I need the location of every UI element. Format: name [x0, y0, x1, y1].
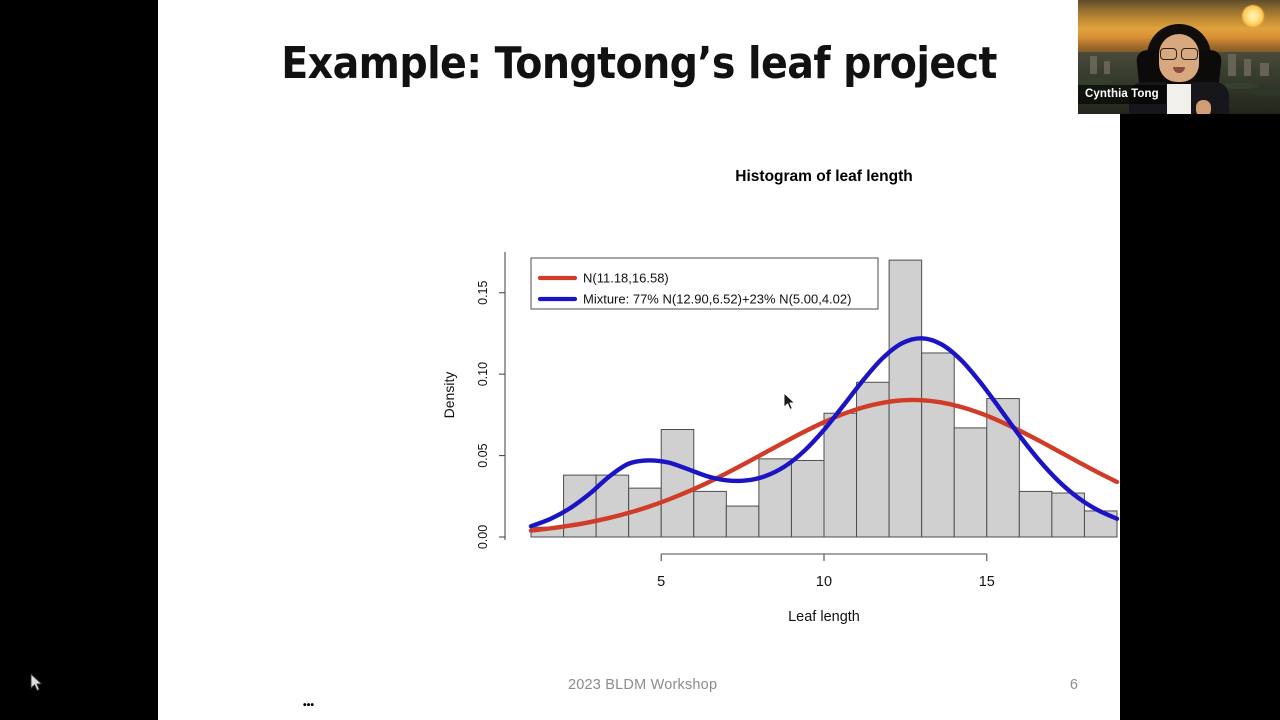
chart-axes: 0.00 0.05 0.10 0.15 5 10 15: [476, 252, 995, 590]
webcam-participant-video: [1119, 24, 1239, 114]
histogram-bar: [790, 459, 825, 538]
y-axis-tick-label: 0.05: [476, 443, 490, 467]
chart-legend: N(11.18,16.58) Mixture: 77% N(12.90,6.52)…: [530, 257, 879, 310]
back-arrow-icon: [164, 695, 183, 714]
video-camera-icon: [273, 700, 290, 709]
page-title: Example: Tongtong’s leaf project: [281, 38, 997, 89]
histogram-bar: [921, 352, 955, 538]
histogram-bar: [1018, 490, 1053, 538]
histogram-svg: Histogram of leaf length 0.00 0.05 0.10 0.15…: [441, 168, 1120, 625]
histogram-bar: [660, 429, 695, 538]
x-axis-tick-label: 10: [816, 574, 832, 590]
histogram-figure: Histogram of leaf length 0.00 0.05 0.10 0.15…: [158, 0, 1120, 660]
webcam-overlay[interactable]: Cynthia Tong: [1078, 0, 1280, 114]
y-axis-label: Density: [441, 372, 457, 419]
density-curves: [528, 336, 1120, 533]
previous-slide-button[interactable]: [164, 695, 183, 714]
glasses-icon: [1160, 48, 1198, 60]
more-options-button[interactable]: [299, 695, 318, 714]
pen-tool-button[interactable]: [191, 695, 210, 714]
participant-name-label: Cynthia Tong: [1078, 85, 1166, 104]
search-icon: [220, 696, 236, 712]
histogram-bar: [725, 505, 760, 538]
zoom-button[interactable]: [218, 695, 237, 714]
video-button[interactable]: [272, 695, 291, 714]
histogram-bar: [986, 398, 1020, 538]
closed-caption-icon: [245, 698, 264, 711]
histogram-bar: [823, 412, 858, 538]
webcam-background-sun: [1242, 5, 1264, 27]
ellipsis-icon: [299, 695, 318, 714]
density-curve: [528, 336, 1120, 529]
y-axis-tick-label: 0.00: [476, 525, 490, 549]
legend-box: [530, 257, 879, 310]
x-axis-tick-label: 15: [979, 574, 995, 590]
legend-entry-label: N(11.18,16.58): [583, 271, 669, 286]
histogram-bar: [953, 427, 988, 538]
y-axis-tick-label: 0.10: [476, 362, 490, 386]
y-axis-tick-label: 0.15: [476, 280, 490, 304]
forward-arrow-icon: [326, 695, 345, 714]
mouse-cursor-plot: [783, 392, 796, 410]
footer-workshop-label: 2023 BLDM Workshop: [568, 677, 718, 693]
chart-title: Histogram of leaf length: [735, 168, 912, 185]
captions-button[interactable]: [245, 695, 264, 714]
presentation-toolbar: [160, 693, 349, 716]
histogram-bar: [693, 490, 727, 538]
pen-icon: [194, 698, 207, 711]
legend-entry-label: Mixture: 77% N(12.90,6.52)+23% N(5.00,4.…: [583, 292, 851, 307]
density-curve: [528, 397, 1120, 533]
x-axis-tick-label: 5: [657, 574, 665, 590]
slide-canvas: Example: Tongtong’s leaf project Histogr…: [158, 0, 1120, 720]
x-axis-label: Leaf length: [788, 609, 860, 625]
mouse-cursor-desktop: [30, 673, 43, 691]
footer-page-number: 6: [1069, 677, 1078, 693]
next-slide-button[interactable]: [326, 695, 345, 714]
